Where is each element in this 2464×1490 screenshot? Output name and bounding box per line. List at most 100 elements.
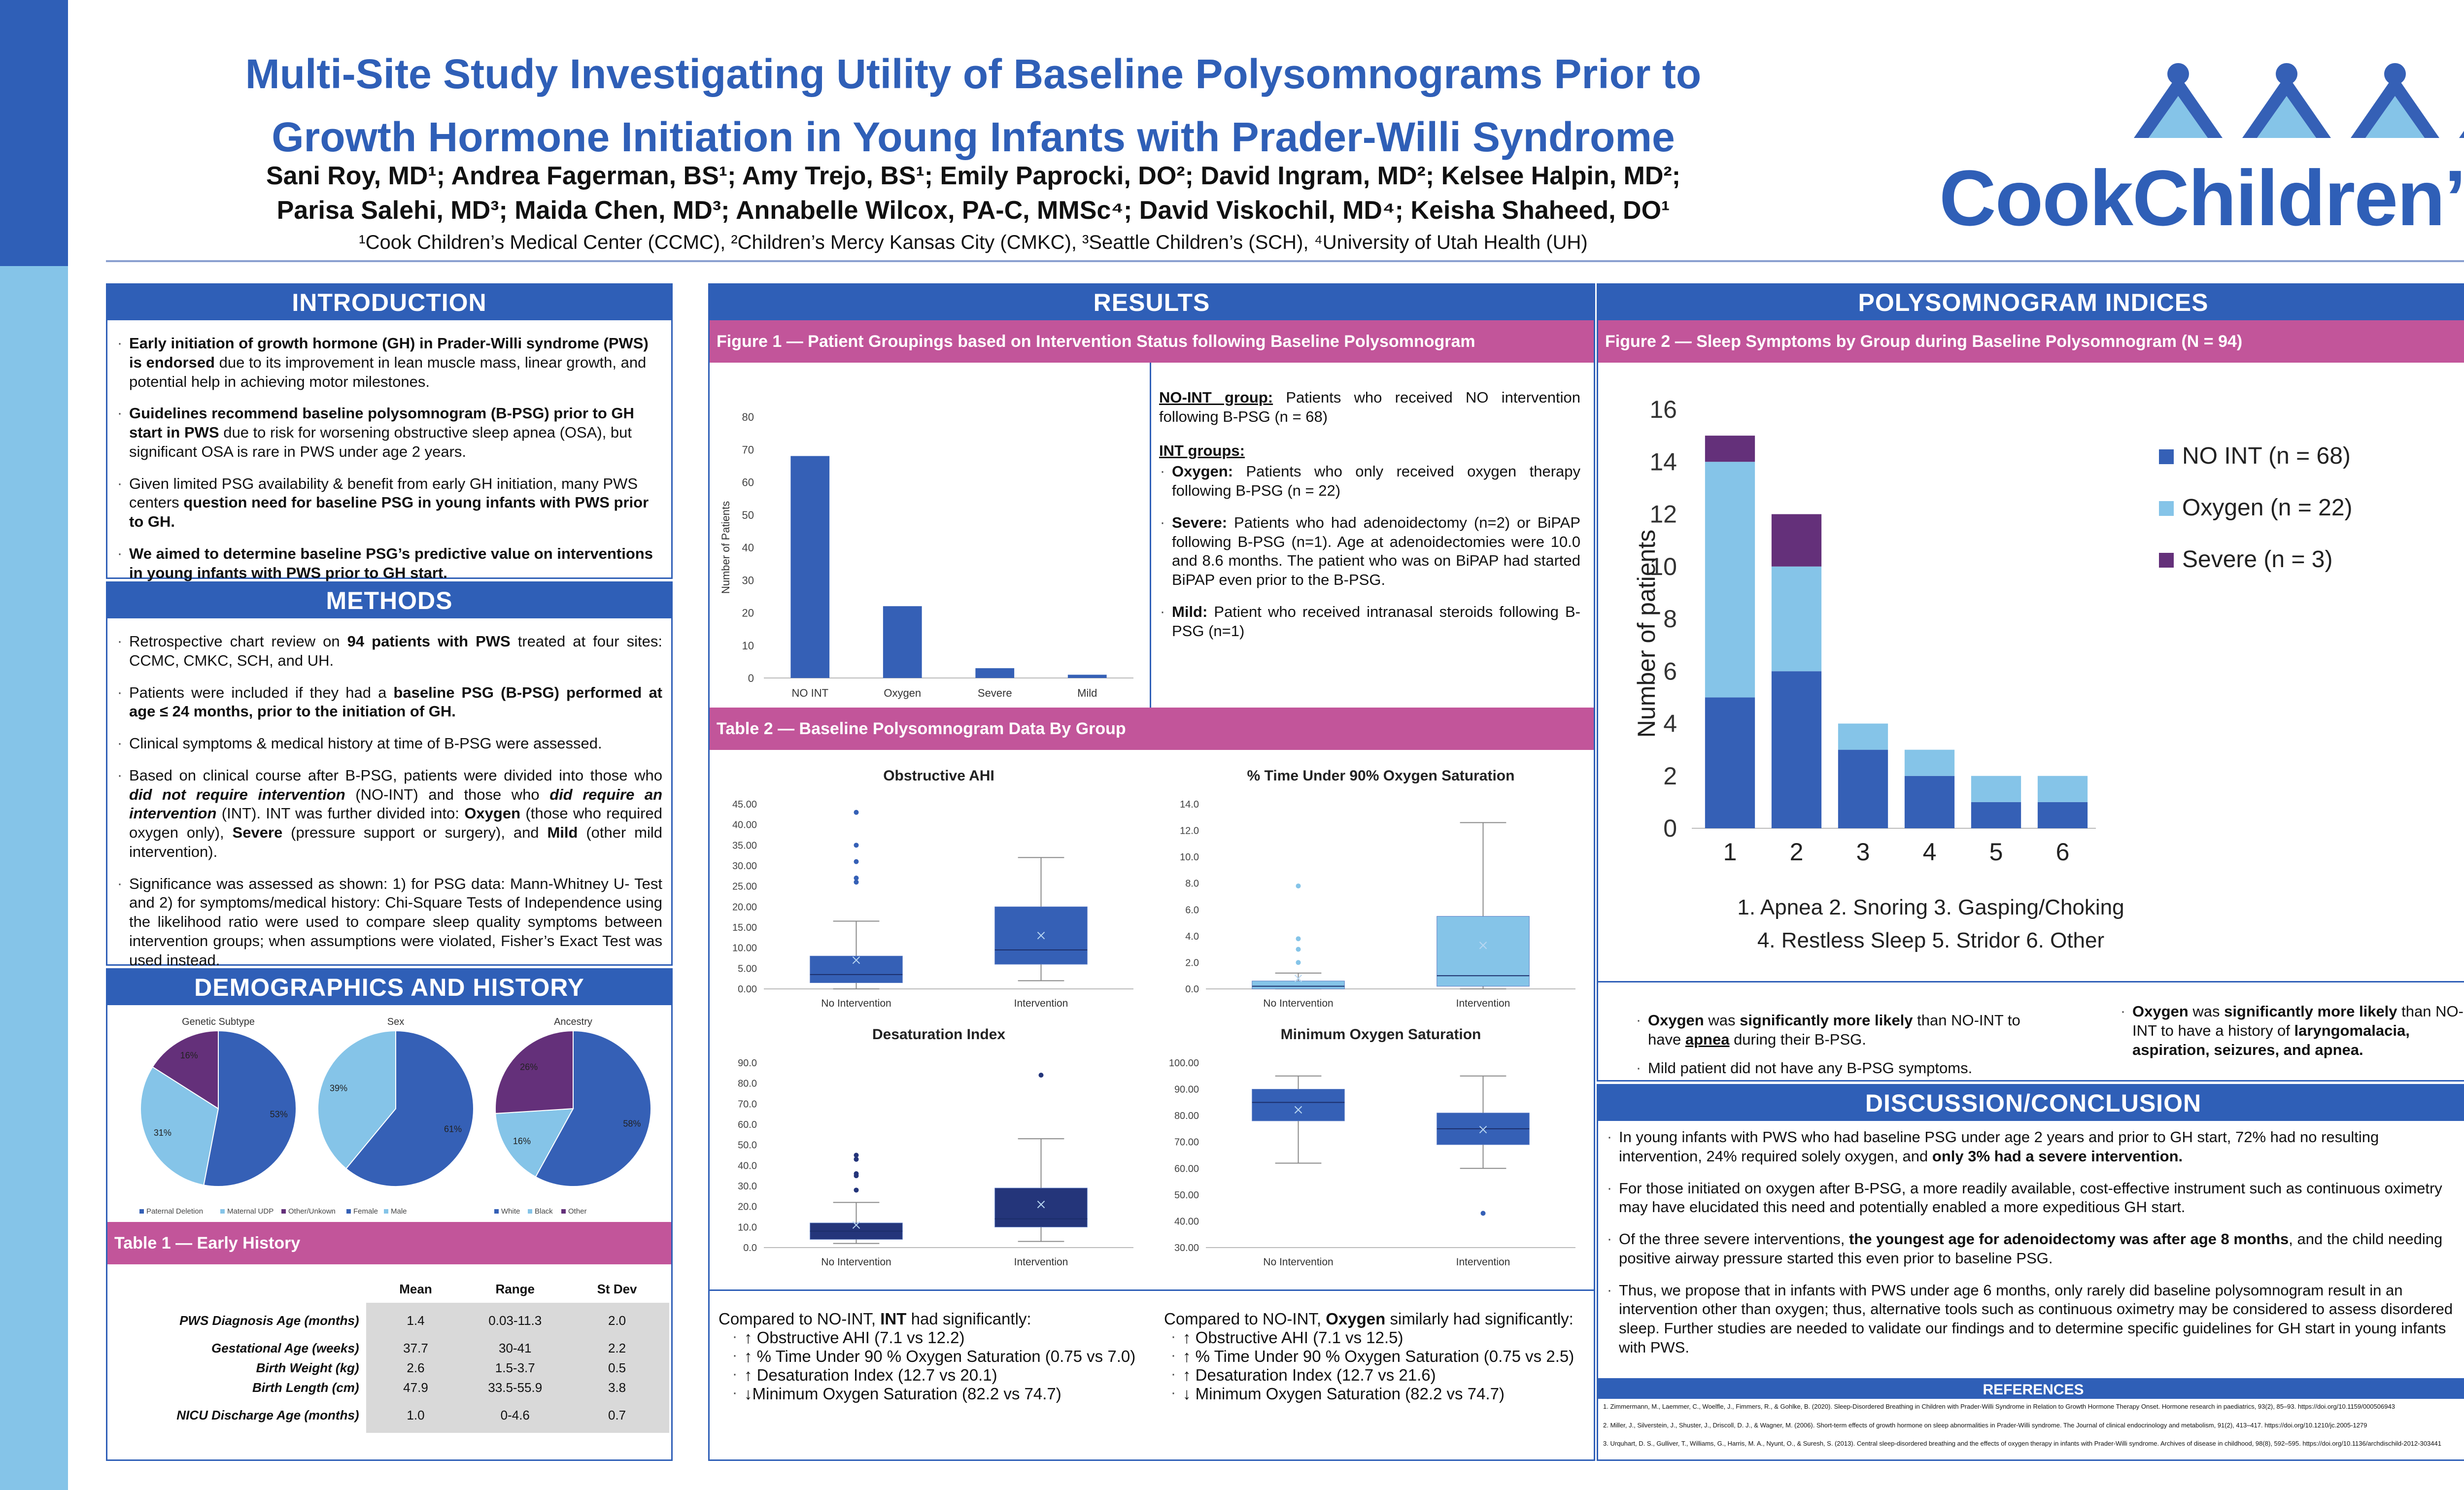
stacked-bar-segment [1705,697,1755,828]
y-tick-label: 20.0 [738,1202,757,1213]
reference-item: 1. Zimmermann, M., Laemmer, C., Woelfle,… [1603,1403,2395,1410]
intro-bullet-2: Guidelines recommend baseline polysomnog… [116,404,662,461]
x-tick-label: Severe [978,687,1012,699]
y-tick-label: 0.00 [738,984,757,995]
y-tick-label: 30.00 [732,861,757,872]
table-row: Gestational Age (weeks) 37.7 30-41 2.2 [107,1338,669,1358]
y-tick-label: 20.00 [732,902,757,913]
pie-title: Ancestry [554,1016,592,1027]
authors-line1: Sani Roy, MD¹; Andrea Fagerman, BS¹; Amy… [266,162,1681,190]
intro-bullet-3: Given limited PSG availability & benefit… [116,474,662,532]
legend-swatch [561,1209,566,1214]
y-tick-label: 60.00 [1174,1163,1199,1174]
boxplot-title: Desaturation Index [872,1026,1005,1043]
cell-range: 1.5-3.7 [465,1358,565,1378]
psg-indices-heading: POLYSOMNOGRAM INDICES [1598,285,2464,320]
sidebar-accent-light [0,266,68,1490]
table1-header-range: Range [495,1281,535,1296]
stacked-bar-segment [1705,436,1755,462]
y-tick-label: 8.0 [1185,879,1199,889]
table-row: NICU Discharge Age (months) 1.0 0-4.6 0.… [107,1397,669,1433]
row-label: Gestational Age (weeks) [211,1340,359,1355]
x-tick-label: Intervention [1456,1256,1510,1268]
bar [1067,675,1107,678]
row-label: NICU Discharge Age (months) [176,1407,359,1422]
summary-right-item: ↑ Obstructive AHI (7.1 vs 12.5) [1170,1328,1593,1347]
introduction-panel: INTRODUCTION Early initiation of growth … [106,283,673,581]
affiliations: ¹Cook Children’s Medical Center (CCMC), … [359,232,1588,253]
summary-oxygen-vs-noint: Compared to NO-INT, Oxygen similarly had… [1164,1310,1593,1403]
pie-slice [317,1030,396,1170]
y-tick-label: 40.00 [1174,1216,1199,1227]
results-panel: RESULTS Figure 1 — Patient Groupings bas… [708,283,1595,1461]
table-row: Birth Length (cm) 47.9 33.5-55.9 3.8 [107,1378,669,1397]
discussion-panel: DISCUSSION/CONCLUSION In young infants w… [1597,1084,2464,1380]
summary-left-item: ↑ Desaturation Index (12.7 vs 20.1) [731,1366,1152,1385]
pie-slice [203,1030,297,1187]
finding-oxygen-history: Oxygen was significantly more likely tha… [2120,1002,2464,1059]
category-caption-line2: 4. Restless Sleep 5. Stridor 6. Other [1757,928,2104,952]
outlier-point [1296,947,1301,952]
mean-marker [852,1221,860,1229]
mean-marker [1479,1125,1487,1134]
y-tick-label: 50.0 [738,1140,757,1151]
mean-marker [852,956,860,964]
summary-left-item: ↑ % Time Under 90 % Oxygen Saturation (0… [731,1347,1152,1366]
logo-text: CookChildren’s [1939,154,2464,242]
legend-label: Severe (n = 3) [2182,546,2332,573]
pie-value-label: 61% [444,1124,462,1134]
y-tick-label: 100.00 [1169,1058,1199,1069]
bar [975,668,1015,678]
summary-right-item: ↑ % Time Under 90 % Oxygen Saturation (0… [1170,1347,1593,1366]
cell-mean: 1.0 [366,1397,466,1433]
x-tick-label: 4 [1923,838,1937,866]
stacked-bar-segment [1904,749,1955,776]
row-label: Birth Weight (kg) [256,1360,359,1375]
outlier-point [1296,960,1301,965]
y-tick-label: 70.0 [738,1099,757,1110]
y-tick-label: 40 [742,542,754,554]
y-tick-label: 8 [1663,605,1677,633]
y-axis-label: Number of patients [1633,530,1660,738]
y-tick-label: 0.0 [743,1243,757,1253]
y-tick-label: 10.00 [732,943,757,954]
logo-mark-icon [2134,63,2464,138]
intro-bullet-4: We aimed to determine baseline PSG’s pre… [116,544,662,583]
outlier-point [854,1187,859,1193]
methods-bullet-5: Significance was assessed as shown: 1) f… [116,875,662,970]
oxygen-group-desc: Oxygen: Patients who only received oxyge… [1159,462,1580,501]
box [1252,981,1345,989]
legend-swatch [139,1209,144,1214]
pie-title: Genetic Subtype [182,1016,255,1027]
x-tick-label: NO INT [791,687,828,699]
cell-sd: 2.0 [565,1303,669,1338]
methods-bullet-3: Clinical symptoms & medical history at t… [116,734,662,753]
pie-slice [345,1030,474,1187]
legend-label: NO INT (n = 68) [2182,443,2351,469]
pie-value-label: 31% [154,1128,171,1138]
mild-group-desc: Mild: Patient who received intranasal st… [1159,603,1580,641]
x-tick-label: 6 [2056,838,2070,866]
authors-line2: Parisa Salehi, MD³; Maida Chen, MD³; Ann… [276,196,1670,225]
legend-label: Other [568,1207,587,1216]
stacked-bar-segment [2037,802,2088,828]
pie-value-label: 39% [330,1083,347,1093]
y-tick-label: 0.0 [1185,984,1199,995]
outlier-point [854,880,859,885]
psg-box-plots: Obstructive AHI 0.00 5.00 10.00 15.00 20.00 25… [732,768,1575,1268]
outlier-point [854,843,859,848]
category-caption-line1: 1. Apnea 2. Snoring 3. Gasping/Choking [1737,895,2124,919]
mean-marker [1037,931,1045,940]
reference-item: 2. Miller, J., Silverstein, J., Shuster,… [1603,1421,2367,1429]
sidebar-accent-dark [0,0,68,266]
stacked-bar-segment [1971,802,2021,828]
table-row: Birth Weight (kg) 2.6 1.5-3.7 0.5 [107,1358,669,1378]
stacked-bar-segment [1705,462,1755,698]
x-tick-label: 3 [1856,838,1870,866]
y-tick-label: 5.00 [738,963,757,974]
stacked-bar-segment [1838,749,1888,828]
summary-left-lead: Compared to NO-INT, INT had significantl… [719,1310,1031,1328]
outlier-point [854,859,859,864]
y-tick-label: 14.0 [1180,799,1199,810]
